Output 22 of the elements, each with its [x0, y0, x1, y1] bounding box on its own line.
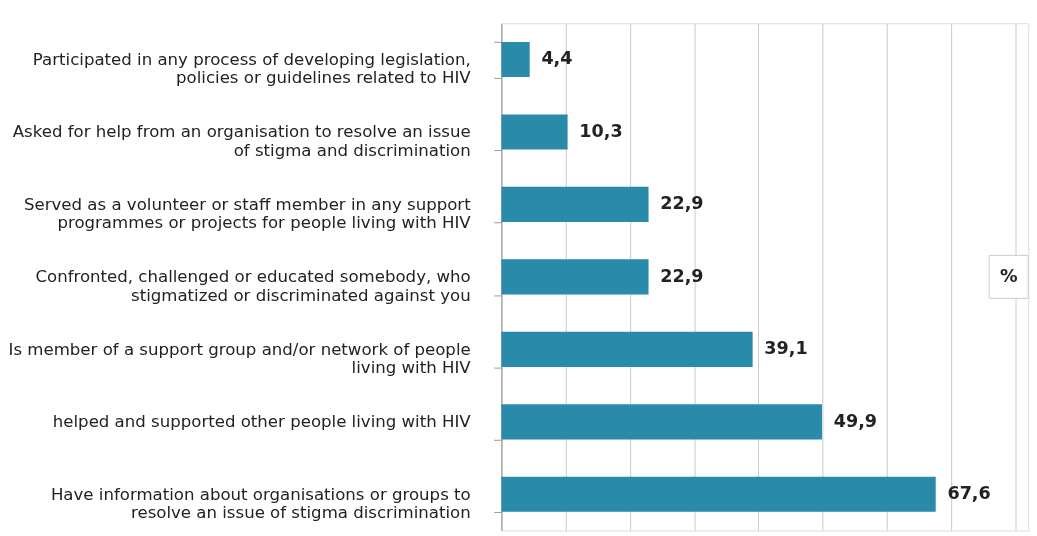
y-tick-label: helped and supported other people living with HIV [52, 412, 472, 432]
bar [501, 186, 649, 222]
y-tick-label: Participated in any process of developing legislation, policies or guidelines related to HIV [32, 49, 472, 88]
annotation: % [999, 265, 1018, 286]
bar [501, 41, 530, 78]
y-tick-label: Confronted, challenged or educated somebody, who stigmatized or discriminated against you [35, 267, 471, 305]
y-tick-label: Have information about organisations or groups to resolve an issue of stigma discrimination [50, 484, 471, 523]
bar [501, 114, 568, 150]
data-label: 22,9 [660, 193, 704, 214]
bar [501, 259, 649, 295]
y-tick-label: Served as a volunteer or staff member in any support programmes or projects for people living with HIV [24, 194, 472, 233]
bar [501, 404, 822, 440]
y-tick-label: Is member of a support group and/or network of people living with HIV [8, 339, 472, 378]
data-label: 10,3 [579, 120, 623, 141]
bar [501, 476, 936, 512]
data-label: 39,1 [764, 338, 808, 359]
bar [501, 331, 753, 367]
data-label: 22,9 [660, 265, 704, 286]
data-label: 49,9 [833, 410, 877, 431]
data-label: 67,6 [947, 483, 991, 504]
y-tick-label: Asked for help from an organisation to resolve an issue of stigma and discrimination [12, 122, 471, 160]
data-label: 4,4 [541, 48, 573, 69]
